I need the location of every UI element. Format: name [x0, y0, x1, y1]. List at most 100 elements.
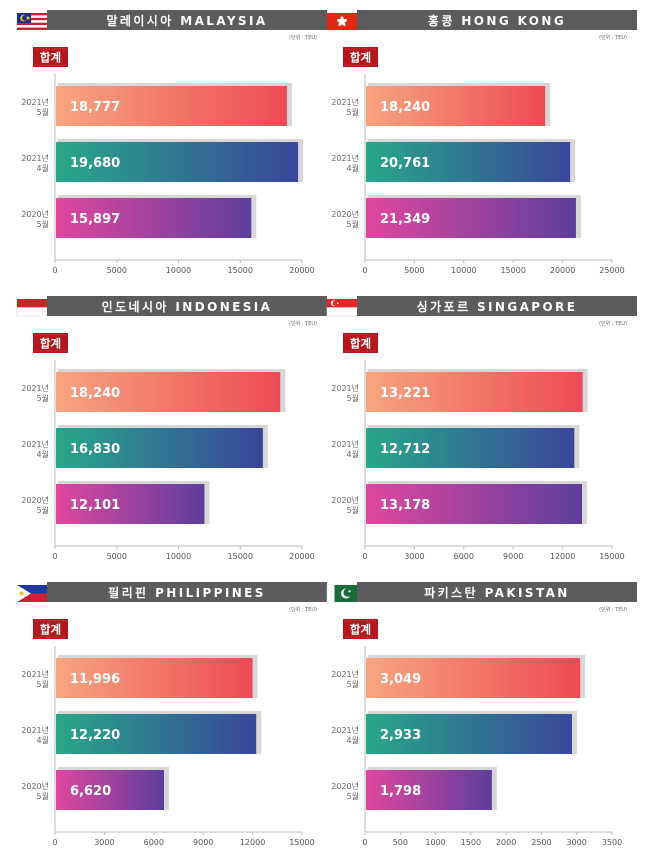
- bar-value-label: 12,101: [70, 498, 120, 513]
- x-tick-label: 2000: [496, 838, 516, 847]
- category-year-label: 2021년: [21, 97, 49, 107]
- flag-stripe: [17, 15, 47, 18]
- flag-sun: [19, 591, 24, 596]
- total-badge-label: 합계: [350, 337, 371, 351]
- bar-2020-52: [56, 770, 165, 810]
- x-tick-label: 5000: [404, 266, 424, 275]
- x-tick-label: 1500: [461, 838, 481, 847]
- x-tick-label: 25000: [599, 266, 624, 275]
- total-badge: 합계: [343, 333, 378, 353]
- flag-star: [348, 590, 351, 593]
- chart-header: [47, 296, 327, 316]
- x-tick-label: 6000: [454, 552, 474, 561]
- bar-value-label: 19,680: [70, 156, 120, 171]
- bar-chart: 파키스탄 PAKISTAN (단위 : TEU) 합계 0 500 1000 1500 200…: [326, 582, 637, 847]
- chart-title: 인도네시아 INDONESIA: [102, 299, 273, 314]
- x-tick-label: 1000: [425, 838, 445, 847]
- bar-value-label: 18,240: [70, 386, 120, 401]
- total-badge: 합계: [33, 333, 68, 353]
- category-year-label: 2021년: [331, 153, 359, 163]
- total-badge: 합계: [33, 47, 68, 67]
- x-tick-label: 12000: [240, 838, 265, 847]
- x-tick-label: 5000: [107, 552, 127, 561]
- bar-2021-50: [56, 372, 281, 412]
- bar-2020-52: [56, 198, 252, 238]
- flag-stripe: [17, 13, 47, 16]
- bar-value-label: 6,620: [70, 784, 111, 799]
- category-year-label: 2021년: [21, 439, 49, 449]
- category-month-label: 5월: [347, 107, 359, 117]
- unit-label: (단위 : TEU): [599, 606, 627, 613]
- bar-value-label: 13,221: [380, 386, 430, 401]
- x-tick-label: 3000: [567, 838, 587, 847]
- category-month-label: 5월: [37, 505, 49, 515]
- chart-panel-pakistan: 파키스탄 PAKISTAN (단위 : TEU) 합계 0 500 1000 1500 200…: [326, 582, 637, 860]
- bar-value-label: 21,349: [380, 212, 430, 227]
- bar-2021-50: [366, 372, 583, 412]
- x-tick-label: 5000: [107, 266, 127, 275]
- x-tick-label: 2500: [531, 838, 551, 847]
- category-year-label: 2020년: [21, 209, 49, 219]
- category-month-label: 4월: [347, 449, 359, 459]
- x-tick-label: 3000: [94, 838, 114, 847]
- pakistan-flag-icon: [326, 584, 358, 603]
- category-month-label: 5월: [347, 791, 359, 801]
- category-month-label: 5월: [37, 791, 49, 801]
- chart-title: 말레이시아 MALAYSIA: [106, 13, 267, 28]
- category-month-label: 5월: [347, 219, 359, 229]
- chart-panel-philippines: 필리핀 PHILIPPINES (단위 : TEU) 합계 0 3000 6000 9000…: [17, 582, 327, 860]
- bar-2020-52: [366, 198, 576, 238]
- unit-label: (단위 : TEU): [289, 34, 317, 41]
- category-year-label: 2021년: [21, 153, 49, 163]
- flag-stripe: [327, 299, 357, 308]
- bar-value-label: 18,240: [380, 100, 430, 115]
- chart-title: 파키스탄 PAKISTAN: [424, 585, 570, 600]
- flag-star: [26, 16, 30, 20]
- chart-header: [357, 582, 637, 602]
- total-badge-label: 합계: [350, 51, 371, 65]
- chart-header: [357, 10, 637, 30]
- bar-value-label: 3,049: [380, 672, 421, 687]
- bar-value-label: 13,178: [380, 498, 430, 513]
- bar-value-label: 15,897: [70, 212, 120, 227]
- x-tick-label: 20000: [289, 552, 314, 561]
- category-year-label: 2020년: [331, 209, 359, 219]
- flag-stripe: [17, 593, 47, 602]
- total-badge: 합계: [343, 619, 378, 639]
- flag-stripe: [17, 27, 47, 30]
- category-year-label: 2020년: [331, 495, 359, 505]
- category-year-label: 2021년: [21, 669, 49, 679]
- hong-kong-flag-icon: [327, 13, 357, 30]
- x-tick-label: 0: [362, 838, 367, 847]
- chart-panel-hong-kong: 홍콩 HONG KONG (단위 : TEU) 합계 0 5000 10000 15000 2…: [327, 10, 637, 288]
- total-badge: 합계: [33, 619, 68, 639]
- category-year-label: 2021년: [331, 725, 359, 735]
- category-month-label: 5월: [37, 107, 49, 117]
- flag-stripe: [326, 307, 358, 317]
- x-tick-label: 3500: [602, 838, 622, 847]
- category-year-label: 2021년: [331, 439, 359, 449]
- category-month-label: 5월: [347, 393, 359, 403]
- x-tick-label: 9000: [193, 838, 213, 847]
- x-tick-label: 15000: [289, 838, 314, 847]
- bar-chart: 싱가포르 SINGAPORE (단위 : TEU) 합계 0 3000 6000 9000 1…: [326, 296, 637, 561]
- x-tick-label: 10000: [166, 552, 191, 561]
- category-month-label: 5월: [37, 679, 49, 689]
- bar-value-label: 2,933: [380, 728, 421, 743]
- chart-title: 홍콩 HONG KONG: [428, 13, 566, 28]
- bar-2021-41: [366, 714, 572, 754]
- x-tick-label: 0: [362, 266, 367, 275]
- flag-stripe: [17, 17, 47, 21]
- x-tick-label: 0: [52, 266, 57, 275]
- bar-value-label: 16,830: [70, 442, 120, 457]
- x-tick-label: 0: [52, 552, 57, 561]
- x-tick-label: 15000: [500, 266, 525, 275]
- chart-panel-singapore: 싱가포르 SINGAPORE (단위 : TEU) 합계 0 3000 6000 9000 1…: [326, 296, 637, 574]
- bar-2021-50: [366, 86, 546, 126]
- bar-2021-41: [56, 428, 263, 468]
- category-month-label: 4월: [37, 735, 49, 745]
- bar-2020-52: [366, 484, 582, 524]
- bar-2021-50: [366, 658, 581, 698]
- category-year-label: 2021년: [331, 669, 359, 679]
- category-month-label: 5월: [347, 505, 359, 515]
